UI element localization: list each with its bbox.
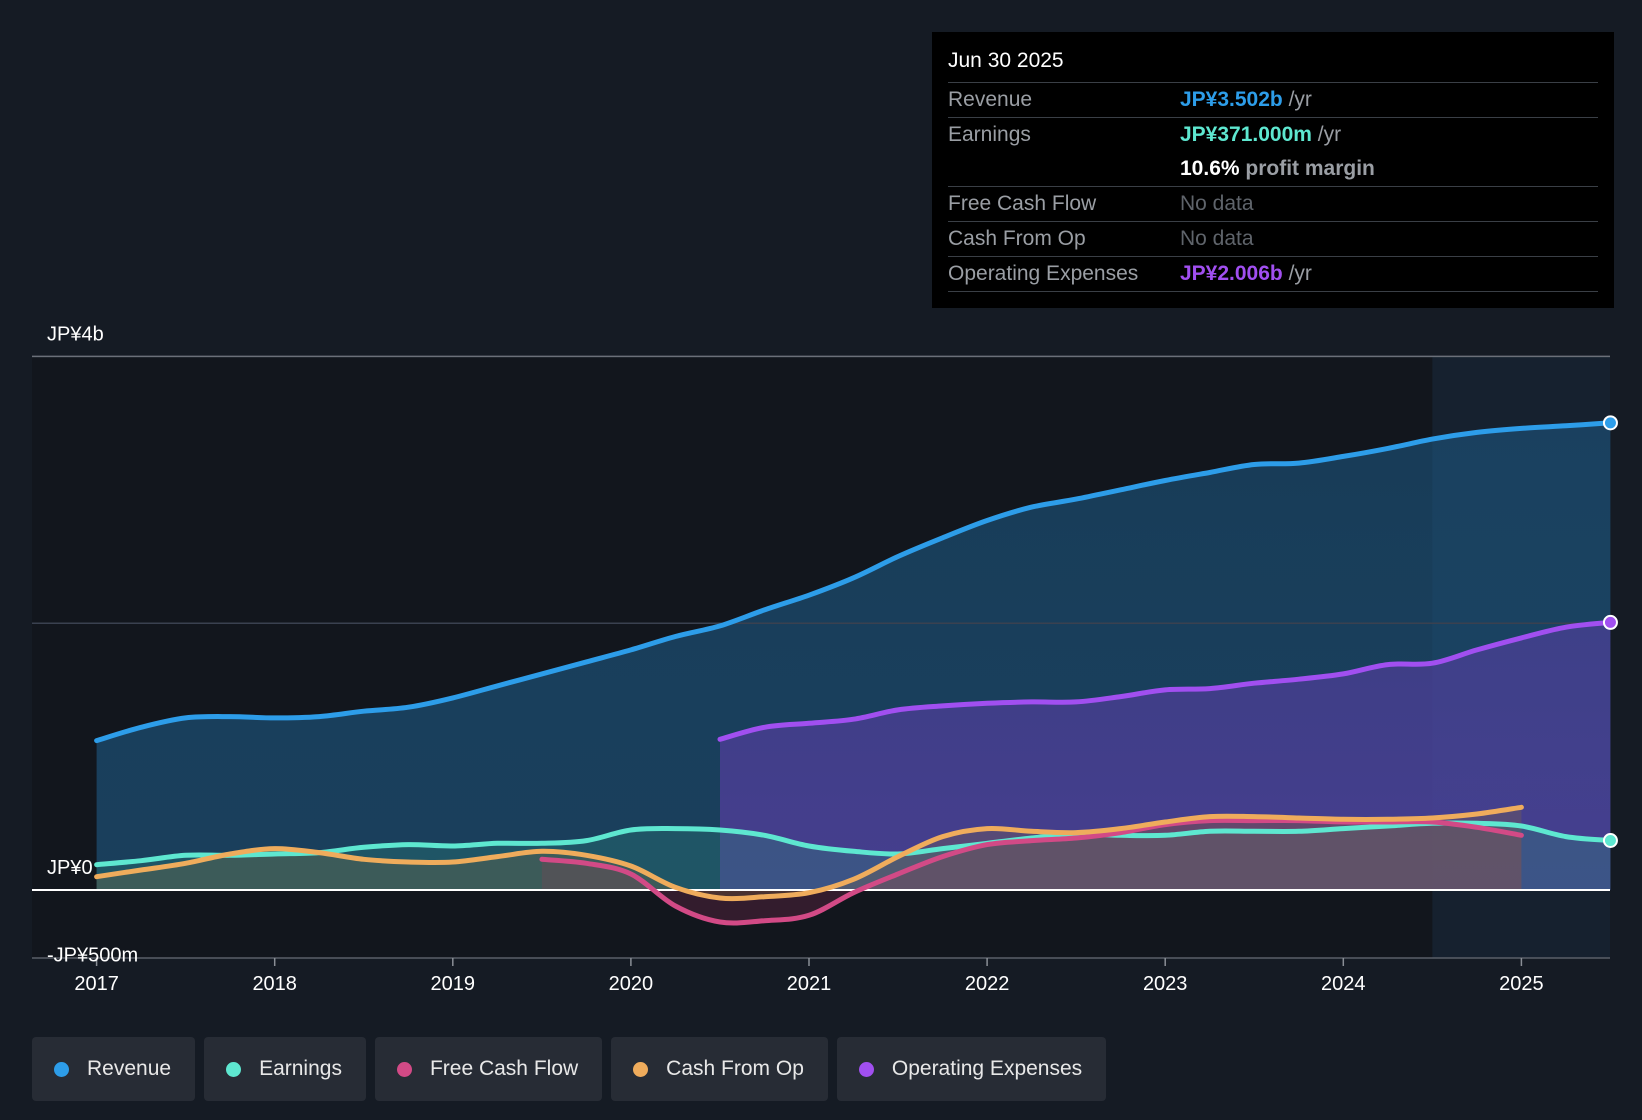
cfo-area [96,807,1522,899]
series-endpoints [1602,415,1618,849]
tooltip-cfo-value: No data [1180,227,1254,250]
tooltip-unit: /yr [1288,88,1312,111]
legend-label: Revenue [87,1057,172,1080]
operating-expenses-dot-icon [858,1061,874,1077]
tooltip-label: Cash From Op [948,227,1086,250]
x-tick-label: 2022 [965,973,1010,995]
tooltip-row-fcf: Free Cash Flow No data [948,186,1598,221]
revenue-endpoint-marker [1602,415,1618,431]
tooltip-row-earnings: Earnings JP¥371.000m /yr [948,117,1598,152]
earnings-line [94,820,1613,868]
tooltip-opex-value: JP¥2.006b [1180,262,1283,285]
earnings-endpoint-marker [1602,833,1618,849]
tooltip-unit: profit margin [1245,157,1375,180]
legend-item-revenue[interactable]: Revenue [32,1037,196,1101]
legend-label: Earnings [259,1057,342,1080]
revenue-line [94,420,1613,744]
fcf-line [539,817,1524,926]
legend-label: Cash From Op [666,1057,804,1080]
legend-item-cash-from-op[interactable]: Cash From Op [611,1037,828,1101]
data-tooltip: Jun 30 2025 Revenue JP¥3.502b /yr Earnin… [932,32,1614,308]
earnings-area [96,823,1611,890]
x-axis: 2017 2018 2019 2020 2021 2022 2023 2024 2025 [74,958,1544,995]
legend-item-operating-expenses[interactable]: Operating Expenses [836,1037,1107,1101]
tooltip-label: Revenue [948,88,1033,111]
tooltip-row-revenue: Revenue JP¥3.502b /yr [948,82,1598,117]
free-cash-flow-dot-icon [396,1061,412,1077]
series-lines [94,420,1613,926]
tooltip-margin-value: 10.6% [1180,157,1240,180]
tooltip-revenue-value: JP¥3.502b [1180,88,1283,111]
tooltip-date: Jun 30 2025 [948,49,1064,72]
opex-endpoint-marker [1602,614,1618,630]
tooltip-row-cfo: Cash From Op No data [948,221,1598,256]
x-tick-label: 2017 [74,973,119,995]
legend-item-earnings[interactable]: Earnings [204,1037,366,1101]
x-tick-label: 2020 [609,973,654,995]
x-tick-label: 2025 [1499,973,1544,995]
y-axis: JP¥4b JP¥0 -JP¥500m [47,323,138,966]
y-tick-label: JP¥4b [47,323,104,345]
legend-label: Free Cash Flow [429,1057,579,1080]
x-tick-label: 2023 [1143,973,1188,995]
y-tick-label: JP¥0 [47,857,93,879]
legend-item-free-cash-flow[interactable]: Free Cash Flow [374,1037,603,1101]
tooltip-label: Free Cash Flow [948,192,1097,215]
opex-line [717,619,1613,742]
tooltip-row-margin: 10.6% profit margin [948,152,1598,186]
tooltip-unit: /yr [1317,123,1342,146]
tooltip-fcf-value: No data [1180,192,1254,215]
tooltip-unit: /yr [1288,262,1312,285]
tooltip-label: Earnings [948,123,1031,146]
legend: Revenue Earnings Free Cash Flow Cash Fro… [32,1037,1107,1101]
cfo-line [94,804,1524,902]
cash-from-op-dot-icon [633,1061,649,1077]
tooltip-earnings-value: JP¥371.000m [1180,123,1312,146]
x-tick-label: 2019 [431,973,476,995]
tooltip-row-opex: Operating Expenses JP¥2.006b /yr [948,256,1598,292]
x-tick-label: 2024 [1321,973,1366,995]
y-tick-label: -JP¥500m [47,945,138,967]
revenue-dot-icon [54,1061,69,1077]
tooltip-label: Operating Expenses [948,262,1139,285]
x-tick-label: 2018 [252,973,297,995]
earnings-dot-icon [226,1061,242,1077]
legend-label: Operating Expenses [891,1057,1083,1080]
x-tick-label: 2021 [787,973,832,995]
